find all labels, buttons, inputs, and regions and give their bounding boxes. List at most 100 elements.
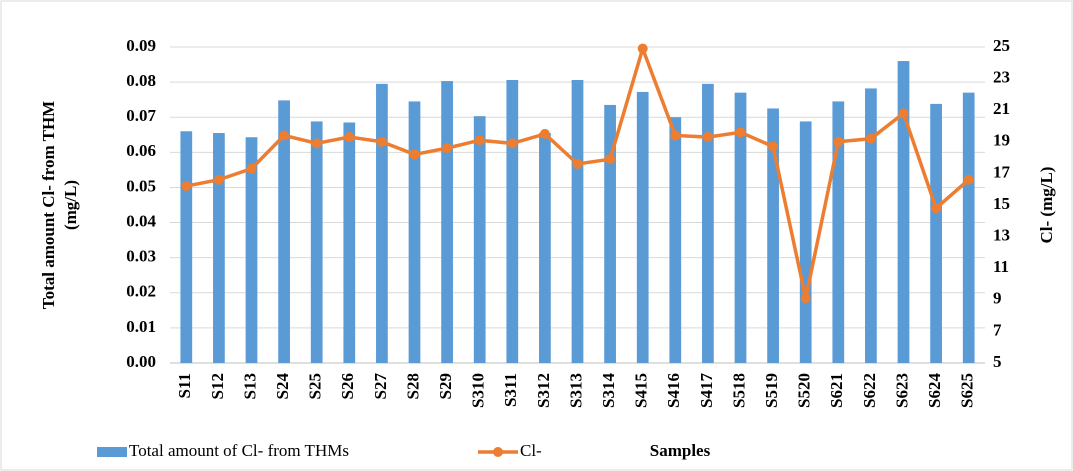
y2-axis-title: Cl- (mg/L) (1037, 167, 1056, 244)
x-axis-title: Samples (650, 441, 711, 460)
y-tick-label: 0.06 (126, 141, 156, 160)
marker (213, 174, 224, 185)
bar (278, 100, 290, 363)
x-tick-label: S314 (599, 373, 618, 408)
marker (800, 293, 811, 304)
bar (767, 108, 779, 363)
bar (604, 104, 616, 363)
marker (539, 128, 550, 139)
bar (897, 61, 910, 364)
axis-titles: Total amount Cl- from THM (mg/L) Cl- (mg… (39, 101, 1056, 460)
bar (930, 103, 942, 363)
bar (702, 83, 714, 363)
x-tick-label: S518 (729, 373, 748, 408)
legend-swatch (97, 447, 127, 457)
x-tick-label: S24 (273, 373, 292, 400)
y2-tick-label: 7 (993, 320, 1002, 339)
y2-tick-label: 19 (993, 131, 1010, 150)
y-tick-label: 0.03 (126, 247, 156, 266)
x-tick-label: S12 (208, 373, 227, 399)
bar (506, 80, 519, 363)
marker (507, 138, 518, 149)
y2-tick-label: 5 (993, 352, 1002, 371)
x-tick-label: S313 (566, 373, 585, 408)
marker (735, 127, 746, 138)
bar (571, 80, 584, 363)
marker (474, 135, 485, 146)
bar (441, 81, 453, 364)
y2-tick-label: 9 (993, 289, 1002, 308)
legend-label: Total amount of Cl- from THMs (129, 441, 349, 460)
x-tick-label: S11 (175, 373, 194, 399)
marker (963, 174, 974, 185)
bar (734, 92, 747, 364)
x-tick-label: S312 (534, 373, 553, 408)
marker (376, 136, 387, 147)
bar (832, 101, 845, 363)
y-tick-label: 0.01 (126, 317, 156, 336)
marker (931, 203, 942, 214)
x-tick-label: S624 (925, 373, 944, 408)
bar (310, 121, 323, 364)
bar (669, 117, 682, 363)
y2-tick-label: 21 (993, 99, 1010, 118)
marker (670, 130, 681, 141)
x-tick-label: S417 (697, 373, 716, 408)
y-axis-title: Total amount Cl- from THM (39, 101, 58, 309)
marker (279, 130, 290, 141)
y-tick-label: 0.00 (126, 352, 156, 371)
y2-tick-label: 23 (993, 68, 1010, 87)
bar (180, 131, 193, 363)
x-tick-label: S621 (827, 373, 846, 408)
legend-swatch (493, 447, 503, 457)
bar (213, 133, 225, 363)
y2-tick-label: 17 (993, 162, 1011, 181)
y-tick-label: 0.08 (126, 71, 156, 90)
y-tick-label: 0.04 (126, 211, 156, 230)
legend-label: Cl- (520, 441, 542, 460)
marker (833, 136, 844, 147)
bar (408, 101, 421, 363)
bar (376, 83, 388, 363)
x-tick-label: S622 (860, 373, 879, 408)
bar (636, 91, 649, 363)
bar (343, 122, 356, 363)
x-tick-label: S27 (371, 373, 390, 400)
marker (181, 181, 192, 192)
marker (572, 158, 583, 169)
y2-tick-label: 25 (993, 36, 1010, 55)
y-axis-title: (mg/L) (61, 180, 80, 230)
marker (702, 132, 713, 143)
marker (409, 149, 420, 160)
x-tick-label: S520 (795, 373, 814, 408)
y-tick-label: 0.07 (126, 106, 156, 125)
marker (865, 133, 876, 144)
y-tick-label: 0.05 (126, 176, 156, 195)
bar (962, 92, 975, 364)
x-tick-label: S13 (240, 373, 259, 399)
bar (799, 121, 812, 364)
x-tick-label: S310 (469, 373, 488, 408)
x-tick-label: S416 (664, 373, 683, 408)
x-tick-label: S519 (762, 373, 781, 408)
x-tick-label: S26 (338, 373, 357, 399)
marker (246, 163, 257, 174)
y2-tick-label: 15 (993, 194, 1010, 213)
marker (442, 143, 453, 154)
bar (473, 116, 486, 364)
x-tick-label: S415 (632, 373, 651, 408)
marker (637, 43, 648, 54)
x-tick-label: S29 (436, 373, 455, 399)
x-tick-label: S25 (306, 373, 325, 399)
marker (605, 154, 616, 165)
x-tick-label: S623 (892, 373, 911, 408)
bar (865, 88, 877, 363)
y2-tick-label: 13 (993, 226, 1010, 245)
x-tick-label: S625 (958, 373, 977, 408)
bar (245, 137, 258, 363)
y-tick-label: 0.09 (126, 36, 156, 55)
marker (768, 141, 779, 152)
y-tick-label: 0.02 (126, 282, 156, 301)
